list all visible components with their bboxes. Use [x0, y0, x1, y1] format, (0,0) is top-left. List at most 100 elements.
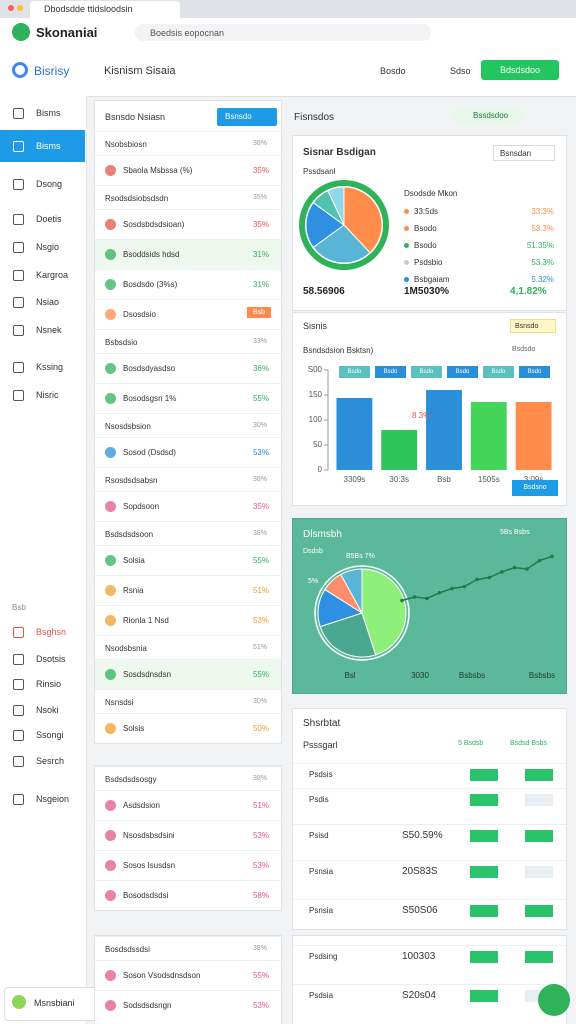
- bar: [381, 430, 418, 470]
- nav-icon: [13, 654, 24, 665]
- pill: [470, 990, 498, 1002]
- pie-slice: [343, 186, 383, 254]
- pie-slice: [319, 612, 377, 658]
- annotation: 8 3%: [412, 411, 430, 420]
- legend-name: Bsodo: [414, 241, 437, 250]
- dropdown[interactable]: Bsnsdan: [493, 145, 555, 161]
- group-value: 30%: [252, 698, 267, 705]
- nav-item[interactable]: Rinsio: [36, 679, 62, 689]
- table-label: Psdsia: [309, 991, 334, 1000]
- nav-item[interactable]: Nisric: [36, 390, 59, 400]
- nav-item[interactable]: Kssing: [36, 362, 64, 372]
- group-value: 30%: [252, 422, 267, 429]
- row-value: 53%: [252, 1001, 269, 1010]
- row-value: 35%: [252, 502, 269, 511]
- nav-item[interactable]: Kargroa: [36, 270, 69, 280]
- list-row[interactable]: Sodsdsdsngn 53%: [95, 990, 281, 1021]
- right-badge[interactable]: Bssdsdoo: [453, 107, 523, 125]
- row-value: 35%: [252, 166, 269, 175]
- list-row[interactable]: Bosdsdo (3%s) 31%: [95, 269, 281, 300]
- list-row[interactable]: Bosodsdsdsi 58%: [95, 880, 281, 911]
- nav-item[interactable]: Bisms: [36, 141, 61, 151]
- legend-value: 33.3%: [531, 207, 554, 216]
- nav-item[interactable]: Nsoki: [36, 705, 59, 715]
- nav-item[interactable]: Sesrch: [36, 756, 65, 766]
- card-button[interactable]: Bsdsno: [512, 480, 558, 496]
- y-tick-label: 150: [309, 390, 323, 399]
- nav-icon: [13, 730, 24, 741]
- list-row[interactable]: Dsosdsio Bsb: [95, 299, 281, 330]
- group-value: 38%: [252, 775, 267, 782]
- chip: Bsdo: [411, 366, 442, 378]
- list-row[interactable]: Rionla 1 Nsd 53%: [95, 605, 281, 636]
- header-link[interactable]: Bosdo: [380, 66, 406, 76]
- bar: [470, 402, 507, 470]
- nav-item[interactable]: Dsong: [36, 179, 63, 189]
- close-dot[interactable]: [8, 5, 14, 11]
- table-label: Psdsing: [309, 952, 338, 961]
- nav-item[interactable]: Nsgio: [36, 242, 60, 252]
- card-subtitle: Bsndsdsion Bsktsn): [303, 346, 374, 355]
- legend-title: Dsodsde Mkon: [404, 189, 458, 198]
- list-row[interactable]: Sbaola Msbssa (%) 35%: [95, 155, 281, 186]
- card-title: Sisnis: [303, 321, 328, 331]
- list-row[interactable]: Bosdsdyasdso 36%: [95, 353, 281, 384]
- list-row[interactable]: Nsosdsbsdsini 53%: [95, 820, 281, 851]
- list-row[interactable]: Sosdsdnsdsn 55%: [95, 659, 281, 690]
- row-divider: [293, 984, 566, 985]
- header-link[interactable]: Sdso: [450, 66, 471, 76]
- list-row[interactable]: Solsia 55%: [95, 545, 281, 576]
- nav-item[interactable]: Bsghsn: [36, 627, 67, 637]
- list-row[interactable]: Sosos Isusdsn 53%: [95, 850, 281, 881]
- chart: Bsl 3030 Bsbsbs Bsbsbs: [314, 554, 555, 680]
- row-icon: [105, 723, 116, 734]
- group-header: Rsodsdsiobsdsdn 35%: [95, 185, 281, 210]
- list-row[interactable]: Bosodsgsn 1% 55%: [95, 383, 281, 414]
- pill: [470, 769, 498, 781]
- fab[interactable]: [538, 984, 570, 1016]
- pie-ring: [314, 565, 410, 661]
- footer-text[interactable]: Msnsbiani: [34, 998, 75, 1008]
- list-row[interactable]: Sosdsbdsdsioan) 35%: [95, 209, 281, 240]
- chip: Bsdo: [375, 366, 406, 378]
- list-row[interactable]: Asdsdsion 51%: [95, 790, 281, 821]
- x-tick-label: Bsb: [437, 475, 451, 484]
- list-row[interactable]: Sosod (Dsdsd) 53%: [95, 437, 281, 468]
- row-label: Sosod (Dsdsd): [123, 448, 176, 457]
- y-tick-label: 50: [313, 440, 322, 449]
- list-row[interactable]: Solsis 50%: [95, 713, 281, 744]
- table-label: Psnsia: [309, 867, 334, 876]
- list-row[interactable]: Rsnia 51%: [95, 575, 281, 606]
- group-label: Bsdsdsdsoon: [105, 530, 154, 539]
- group-label: Bsbsdsio: [105, 338, 138, 347]
- site-name: Skonaniai: [36, 25, 98, 40]
- nav-item[interactable]: Nsnek: [36, 325, 62, 335]
- nav-icon: [13, 214, 24, 225]
- list-row[interactable]: Bsoddsids hdsd 31%: [95, 239, 281, 270]
- list-row[interactable]: Sopdsoon 35%: [95, 491, 281, 522]
- list-row[interactable]: Soson Vsodsdnsdson 55%: [95, 960, 281, 991]
- x-tick-label: Bsl: [344, 671, 355, 680]
- nav-item[interactable]: Doetis: [36, 214, 62, 224]
- pie-label: B5Bs 7%: [346, 553, 375, 560]
- nav-icon: [13, 270, 24, 281]
- row-value: 51%: [252, 801, 269, 810]
- panel-button[interactable]: Bsnsdo: [217, 108, 277, 126]
- tab[interactable]: [30, 1, 180, 18]
- nav-item[interactable]: Ssongi: [36, 730, 64, 740]
- url-field[interactable]: [135, 24, 431, 41]
- min-dot[interactable]: [17, 5, 23, 11]
- nav-item[interactable]: Nsiao: [36, 297, 60, 307]
- nav-item[interactable]: Dsotsis: [36, 654, 66, 664]
- card-subtitle: Dsdsb: [303, 548, 323, 555]
- footer-icon: [12, 995, 26, 1009]
- dropdown[interactable]: Bsnsdo: [510, 319, 556, 333]
- row-divider: [293, 788, 566, 789]
- url[interactable]: Boedsis eopocnan: [150, 28, 225, 38]
- nav-item[interactable]: Nsgeion: [36, 794, 70, 804]
- header-button[interactable]: Bdsdsdoo: [481, 60, 559, 80]
- x-tick-label: Bsbsbs: [529, 671, 555, 680]
- bar: [426, 390, 462, 470]
- row-label: Sbaola Msbssa (%): [123, 166, 193, 175]
- nav-item[interactable]: Bisms: [36, 108, 61, 118]
